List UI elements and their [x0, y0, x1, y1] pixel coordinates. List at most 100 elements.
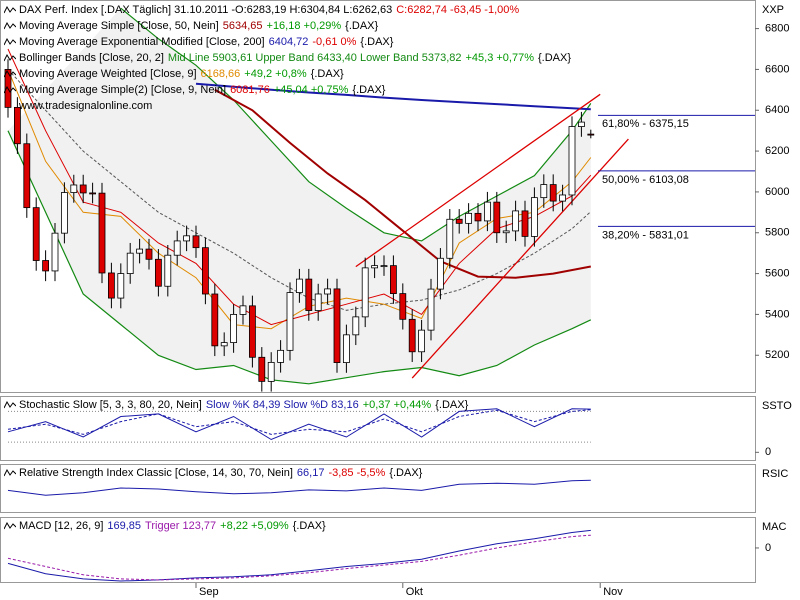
candle-body	[474, 212, 482, 222]
trend-line	[355, 93, 601, 268]
icon-line	[3, 86, 17, 94]
legend-text: Stochastic Slow [5, 3, 3, 80, 20, Nein]	[19, 399, 202, 411]
icon-line	[3, 38, 17, 46]
legend-text: +0,37 +0,44%	[362, 399, 432, 411]
legend-icon	[3, 522, 17, 530]
candle-body	[248, 305, 256, 358]
candle-body	[13, 106, 21, 145]
candle-body	[173, 240, 181, 256]
candle-body	[352, 316, 360, 336]
legend-line: Moving Average Simple [Close, 50, Nein] 5…	[3, 18, 575, 34]
candle-body	[483, 201, 491, 222]
legend-text: 66,17	[296, 467, 325, 479]
x-tick-label: Sep	[199, 586, 219, 598]
panel-label: SSTO	[762, 400, 792, 412]
candle-body	[342, 334, 350, 364]
candle-body	[108, 272, 115, 299]
candle-body	[512, 210, 519, 232]
legend: Stochastic Slow [5, 3, 3, 80, 20, Nein] S…	[3, 397, 472, 413]
candle-body	[521, 210, 529, 237]
legend-text: 169,85	[107, 520, 142, 532]
candle-body	[192, 235, 200, 249]
legend-text: Moving Average Simple(2) [Close, 9, Nein…	[19, 84, 227, 96]
legend-text: {.DAX}	[389, 467, 423, 479]
candle-body	[502, 230, 510, 234]
candle-body	[559, 194, 566, 202]
candle-body	[89, 192, 96, 195]
legend-text: Moving Average Simple [Close, 50, Nein]	[19, 20, 219, 32]
y-tick-label: 0	[765, 446, 771, 458]
legend-text: MACD [12, 26, 9]	[19, 520, 104, 532]
candle-body	[361, 267, 369, 318]
candle-body	[493, 201, 501, 234]
candle-body	[183, 235, 191, 242]
legend-line: Moving Average Weighted [Close, 9] 6168,6…	[3, 66, 575, 82]
panel-label: XXP	[762, 4, 784, 16]
x-tick-label: Okt	[406, 586, 423, 598]
candle-body	[154, 258, 162, 287]
panel-label: RSIC	[762, 468, 788, 480]
candle-body	[408, 318, 416, 353]
candle-body	[23, 143, 31, 209]
legend-text: Slow %K 84,39 Slow %D 83,16	[205, 399, 359, 411]
candle-body	[549, 184, 557, 202]
icon-line	[3, 22, 17, 30]
candle-body	[305, 278, 313, 311]
band-shade	[8, 8, 591, 384]
candle-body	[295, 278, 303, 293]
candle-body	[42, 260, 49, 272]
candle-body	[568, 126, 576, 196]
legend-text: Moving Average Weighted [Close, 9]	[19, 68, 197, 80]
indicator-line	[214, 88, 591, 279]
indicator-line	[7, 408, 591, 441]
legend-line: Moving Average Simple(2) [Close, 9, Nein…	[3, 82, 575, 98]
legend-icon	[3, 86, 17, 94]
candle-body	[436, 257, 444, 290]
fib-label: 38,20% - 5831,01	[602, 229, 689, 241]
candle-body	[220, 342, 228, 347]
y-tick-label: 5200	[765, 349, 789, 361]
fib-label: 50,00% - 6103,08	[602, 174, 689, 186]
candle-body	[230, 314, 238, 343]
legend-icon	[3, 70, 17, 78]
legend-text: {.DAX}	[352, 84, 386, 96]
legend-text: Trigger 123,77	[145, 520, 217, 532]
legend-icon	[3, 469, 17, 477]
candle-body	[98, 192, 106, 274]
y-tick-label: 5600	[765, 267, 789, 279]
candle-body	[136, 248, 144, 254]
indicator-line	[7, 534, 591, 581]
legend-text: {.DAX}	[360, 36, 394, 48]
candle-body	[70, 184, 78, 193]
legend-line: Relative Strength Index Classic [Close, …	[3, 465, 426, 481]
legend-text: -3,85 -5,5%	[328, 467, 386, 479]
legend-text: Relative Strength Index Classic [Close, …	[19, 467, 293, 479]
legend-text: 6168,66	[200, 68, 241, 80]
candle-body	[455, 218, 463, 224]
panel	[0, 396, 756, 461]
legend-text: +16,18 +0,29%	[266, 20, 342, 32]
indicator-line	[7, 409, 591, 435]
y-tick-label: 5800	[765, 227, 789, 239]
candle-body	[117, 273, 125, 299]
indicator-line	[7, 529, 591, 582]
legend-text: +45,04 +0,75%	[273, 84, 349, 96]
legend-text: -0,61 0%	[312, 36, 357, 48]
fib-label: 61,80% - 6375,15	[602, 118, 689, 130]
legend-line: Bollinger Bands [Close, 20, 2] Mid Line 5…	[3, 50, 575, 66]
legend-text: 6081,76	[230, 84, 270, 96]
legend-text: {.DAX}	[292, 520, 326, 532]
candle-body	[211, 293, 219, 347]
candle-body	[371, 265, 379, 269]
x-tick-label: Nov	[603, 586, 623, 598]
legend-text: {.DAX}	[345, 20, 379, 32]
legend-text: +8,22 +5,09%	[220, 520, 289, 532]
candle-body	[389, 265, 397, 294]
icon-line	[3, 522, 17, 530]
candle-body	[446, 218, 454, 259]
panel-label: MAC	[762, 521, 787, 533]
legend-text: Bollinger Bands [Close, 20, 2]	[19, 52, 164, 64]
y-tick-label: 6200	[765, 145, 789, 157]
legend-text: {.DAX}	[538, 52, 572, 64]
